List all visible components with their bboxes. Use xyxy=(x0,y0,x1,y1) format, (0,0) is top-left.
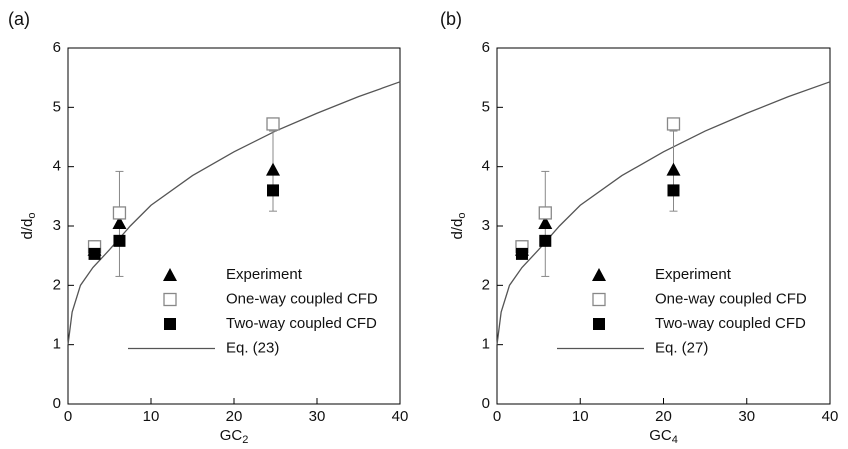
y-tick-label: 0 xyxy=(482,395,490,412)
x-label-text: GC xyxy=(220,427,243,444)
y-tick-label: 4 xyxy=(482,158,490,175)
legend-marker xyxy=(592,268,606,281)
y-axis-label: d/do xyxy=(19,213,38,240)
x-tick-label: 40 xyxy=(392,408,409,425)
legend-marker xyxy=(592,292,606,307)
square-marker xyxy=(88,247,101,260)
y-tick-label: 2 xyxy=(482,276,490,293)
x-tick-label: 30 xyxy=(738,408,755,425)
x-label-subscript: 4 xyxy=(672,434,678,446)
y-tick-label: 1 xyxy=(53,336,61,353)
square-marker xyxy=(667,184,680,197)
y-tick-label: 2 xyxy=(53,276,61,293)
legend-label: Eq. (23) xyxy=(226,339,279,356)
open-square-marker xyxy=(266,117,280,131)
legend-marker xyxy=(163,292,177,307)
y-label-subscript: o xyxy=(456,213,468,219)
fit-curve xyxy=(496,81,831,345)
x-label-text: GC xyxy=(649,427,672,444)
x-tick-label: 0 xyxy=(64,408,72,425)
legend-label: One-way coupled CFD xyxy=(226,290,378,307)
open-square-marker xyxy=(112,206,127,220)
y-tick-label: 5 xyxy=(482,98,490,115)
x-tick-label: 0 xyxy=(493,408,501,425)
legend-marker xyxy=(163,268,177,281)
legend-label: Experiment xyxy=(226,266,303,283)
y-tick-label: 6 xyxy=(482,39,490,56)
panel-label: (b) xyxy=(440,9,462,29)
triangle-marker xyxy=(666,162,681,176)
x-tick-label: 30 xyxy=(309,408,326,425)
triangle-marker xyxy=(112,216,127,230)
x-label-subscript: 2 xyxy=(242,434,248,446)
open-square-marker xyxy=(538,206,552,220)
y-label-text: d/d xyxy=(19,219,36,240)
y-tick-label: 6 xyxy=(53,39,61,56)
x-axis-label: GC2 xyxy=(220,427,249,446)
legend-label: Two-way coupled CFD xyxy=(655,315,806,332)
y-axis-label: d/do xyxy=(449,213,468,240)
x-axis-label: GC4 xyxy=(649,427,678,446)
square-marker xyxy=(515,247,528,260)
triangle-marker xyxy=(266,162,281,176)
y-tick-label: 1 xyxy=(482,336,490,353)
y-label-subscript: o xyxy=(26,213,38,219)
y-tick-label: 0 xyxy=(53,395,61,412)
legend-label: One-way coupled CFD xyxy=(655,290,807,307)
legend-marker xyxy=(593,318,605,330)
square-marker xyxy=(539,234,552,247)
triangle-marker xyxy=(538,216,553,230)
panel-label: (a) xyxy=(8,9,30,29)
y-label-text: d/d xyxy=(449,219,466,240)
x-tick-label: 20 xyxy=(655,408,672,425)
y-tick-label: 3 xyxy=(482,217,490,234)
x-tick-label: 10 xyxy=(572,408,589,425)
open-square-marker xyxy=(666,117,681,131)
square-marker xyxy=(113,234,126,247)
y-tick-label: 5 xyxy=(53,98,61,115)
x-tick-label: 20 xyxy=(226,408,243,425)
legend-label: Experiment xyxy=(655,266,732,283)
legend-label: Two-way coupled CFD xyxy=(226,315,377,332)
x-tick-label: 40 xyxy=(822,408,839,425)
y-tick-label: 4 xyxy=(53,158,61,175)
y-tick-label: 3 xyxy=(53,217,61,234)
legend-label: Eq. (27) xyxy=(655,339,708,356)
x-tick-label: 10 xyxy=(143,408,160,425)
square-marker xyxy=(267,184,280,197)
legend-marker xyxy=(164,318,176,330)
fit-curve xyxy=(67,81,401,345)
